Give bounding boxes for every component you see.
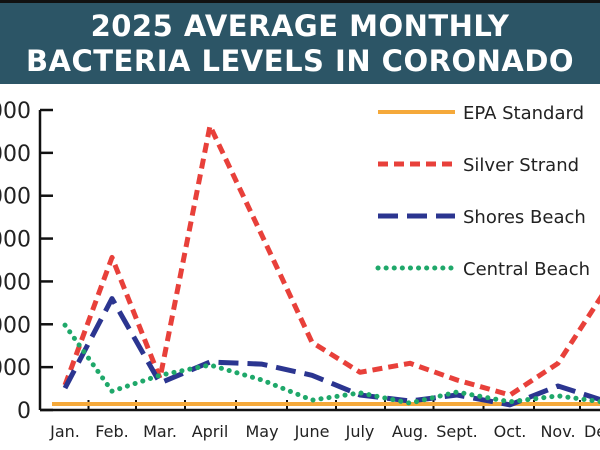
y-tick-label: 6000 [0, 142, 31, 167]
x-tick-label: Jan. [49, 422, 80, 441]
y-tick-label: 3000 [0, 270, 31, 295]
chart-title-line-2: BACTERIA LEVELS IN CORONADO [25, 43, 575, 78]
x-tick-label: Nov. [540, 422, 575, 441]
y-tick-label: 1000 [0, 356, 31, 381]
y-tick-label: 5000 [0, 185, 31, 210]
chart-title-bar: 2025 AVERAGE MONTHLY BACTERIA LEVELS IN … [0, 0, 600, 84]
y-tick-label: 2000 [0, 313, 31, 338]
legend-label: EPA Standard [463, 103, 584, 124]
x-tick-label: Dec. [584, 422, 600, 441]
x-tick-label: Feb. [95, 422, 128, 441]
x-tick-label: July [345, 422, 375, 441]
legend-label: Shores Beach [463, 207, 586, 228]
y-tick-label: 4000 [0, 228, 31, 253]
series-line-silver-strand [62, 123, 600, 398]
y-tick-label: 0 [17, 399, 31, 424]
x-tick-label: Mar. [143, 422, 177, 441]
legend-label: Silver Strand [463, 155, 579, 176]
legend-label: Central Beach [463, 259, 590, 280]
chart-title-line-1: 2025 AVERAGE MONTHLY [90, 8, 510, 43]
x-tick-label: Sept. [436, 422, 478, 441]
series-line-central-beach [62, 322, 600, 406]
x-tick-label: June [294, 422, 330, 441]
x-tick-label: Oct. [494, 422, 527, 441]
series-line-shores-beach [62, 296, 600, 408]
x-tick-label: May [245, 422, 278, 441]
y-tick-label: 7000 [0, 99, 31, 124]
x-tick-label: Aug. [392, 422, 428, 441]
x-tick-label: April [192, 422, 229, 441]
